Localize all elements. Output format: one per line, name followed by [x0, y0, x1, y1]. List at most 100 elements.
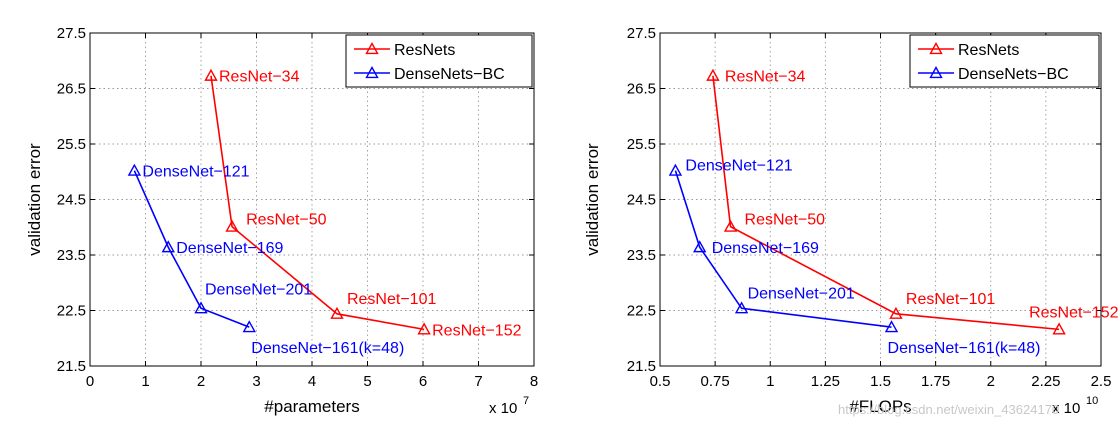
legend-marker	[929, 66, 943, 79]
data-point-marker	[889, 306, 903, 319]
data-point-marker	[242, 320, 256, 333]
x-tick-label: 4	[308, 373, 316, 390]
legend-marker	[365, 66, 379, 79]
y-tick-label: 26.5	[627, 81, 656, 98]
x-axis-multiplier: x 10	[1052, 400, 1080, 417]
data-point-marker	[127, 163, 142, 176]
legend-entry: ResNets	[918, 42, 1019, 59]
data-point-marker	[884, 320, 899, 333]
series-densenets-bc: DenseNet−121 DenseNet−169 DenseNet−201 Dens…	[668, 158, 1041, 357]
y-axis-label: validation error	[583, 143, 602, 256]
x-axis-label: #parameters	[264, 397, 359, 416]
x-tick-label: 1	[766, 373, 774, 390]
y-tick-label: 23.5	[627, 247, 656, 264]
legend: ResNets DenseNets−BC	[909, 34, 1100, 88]
y-tick-label: 21.5	[627, 358, 656, 375]
legend: ResNets DenseNets−BC	[345, 34, 533, 88]
data-point-marker	[417, 322, 431, 335]
y-tick-label: 23.5	[57, 247, 86, 264]
legend-entry: DenseNets−BC	[918, 66, 1069, 83]
data-point-marker	[330, 306, 344, 319]
y-tick-label: 24.5	[57, 192, 86, 209]
y-tick-label: 26.5	[57, 81, 86, 98]
legend-label: ResNets	[394, 42, 455, 59]
x-tick-label: 8	[530, 373, 538, 390]
x-axis-exponent: 10	[1086, 395, 1098, 407]
x-tick-label: 0.5	[650, 373, 671, 390]
legend-marker	[929, 42, 943, 55]
x-tick-label: 2.25	[1031, 373, 1060, 390]
series-line	[674, 170, 892, 328]
plot-frame	[659, 32, 1102, 367]
y-tick-label: 27.5	[57, 25, 86, 42]
x-tick-label: 2	[197, 373, 205, 390]
data-point-label: ResNet−34	[725, 69, 806, 86]
data-point-marker	[723, 219, 738, 232]
y-tick-label: 21.5	[57, 358, 86, 375]
data-point-marker	[194, 301, 208, 314]
data-point-marker	[668, 163, 683, 176]
series-resnets: ResNet−34 ResNet−50 ResNet−101 ResNet−152	[706, 68, 1119, 335]
x-tick-label: 6	[419, 373, 427, 390]
data-point-label: DenseNet−201	[205, 281, 312, 298]
data-point-label: ResNet−152	[1029, 304, 1118, 321]
data-point-marker	[706, 68, 720, 81]
data-point-label: ResNet−50	[246, 212, 327, 229]
legend-marker	[365, 42, 379, 55]
data-point-marker	[225, 219, 239, 232]
x-tick-label: 5	[363, 373, 371, 390]
series-resnets: ResNet−34 ResNet−50 ResNet−101 ResNet−152	[204, 68, 522, 339]
data-point-marker	[161, 240, 175, 253]
x-tick-label: 2	[987, 373, 995, 390]
x-tick-label: 1.25	[811, 373, 840, 390]
x-tick-label: 1	[141, 373, 149, 390]
chart-panel-2: 0.5 0.75 1 1.25 1.5 1.75 2 2.25 2.5 21.5 22.5 23.5 2…	[583, 25, 1119, 417]
data-point-label: ResNet−152	[432, 322, 521, 339]
y-tick-label: 24.5	[627, 192, 656, 209]
legend-entry: DenseNets−BC	[354, 66, 505, 83]
legend-label: ResNets	[958, 42, 1019, 59]
data-point-label: DenseNet−161(k=48)	[888, 340, 1041, 357]
data-point-label: DenseNet−169	[176, 240, 283, 257]
x-tick-label: 1.5	[870, 373, 891, 390]
series-line	[712, 75, 1060, 331]
data-point-label: DenseNet−121	[685, 158, 792, 175]
data-point-marker	[734, 301, 749, 314]
x-tick-label: 1.75	[921, 373, 950, 390]
legend-label: DenseNets−BC	[958, 66, 1069, 83]
legend-box	[345, 34, 533, 88]
data-point-label: ResNet−50	[745, 212, 826, 229]
x-tick-label: 3	[252, 373, 260, 390]
watermark-text: https://blog.csdn.net/weixin_43624170	[838, 402, 1059, 417]
y-tick-label: 25.5	[627, 136, 656, 153]
x-tick-label: 0.75	[701, 373, 730, 390]
data-point-label: DenseNet−161(k=48)	[251, 340, 404, 357]
y-tick-label: 27.5	[627, 25, 656, 42]
data-point-label: ResNet−34	[219, 69, 300, 86]
plot-frame	[89, 32, 535, 367]
y-axis-label: validation error	[25, 143, 44, 256]
data-point-marker	[204, 68, 218, 81]
x-tick-label: 7	[474, 373, 482, 390]
data-point-label: ResNet−101	[906, 291, 995, 308]
x-tick-label: 2.5	[1091, 373, 1112, 390]
data-point-label: DenseNet−169	[712, 240, 819, 257]
data-point-label: ResNet−101	[347, 291, 436, 308]
y-tick-label: 22.5	[627, 303, 656, 320]
series-line	[210, 75, 425, 331]
legend-entry: ResNets	[354, 42, 455, 59]
chart-panel-1: 0 1 2 3 4 5 6 7 8 21.5 22.5 23.5 24.5 25.5 26.5 27.5 val…	[25, 25, 538, 417]
data-point-label: DenseNet−201	[748, 285, 855, 302]
series-line	[133, 170, 250, 328]
y-tick-label: 25.5	[57, 136, 86, 153]
data-point-marker	[1052, 322, 1066, 335]
x-tick-label: 0	[86, 373, 94, 390]
legend-label: DenseNets−BC	[394, 66, 505, 83]
x-axis-label: #FLOPs	[849, 397, 911, 416]
x-axis-multiplier: x 10	[489, 400, 517, 417]
data-point-marker	[693, 240, 707, 253]
data-point-label: DenseNet−121	[142, 164, 249, 181]
y-tick-label: 22.5	[57, 303, 86, 320]
series-densenets-bc: DenseNet−121 DenseNet−169 DenseNet−201 Dens…	[127, 163, 404, 357]
